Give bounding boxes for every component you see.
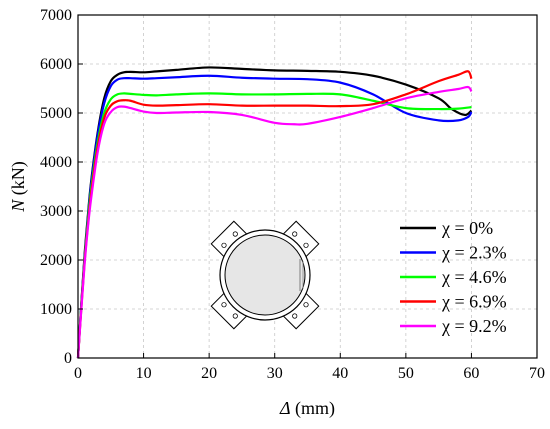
y-axis-label-symbol: N	[8, 199, 28, 213]
legend-label: χ = 0%	[441, 218, 493, 238]
x-tick-label: 50	[398, 365, 414, 382]
legend-entry: χ = 4.6%	[400, 267, 507, 287]
y-tick-label: 5000	[40, 105, 72, 122]
y-tick-label: 6000	[40, 56, 72, 73]
y-axis-label: N (kN)	[8, 161, 29, 213]
plot-frame	[77, 14, 538, 359]
x-axis-ticks: 0 10 20 30 40 50 60 70	[74, 353, 545, 382]
x-tick-label: 20	[201, 365, 217, 382]
legend-label: χ = 2.3%	[441, 243, 507, 263]
legend: χ = 0% χ = 2.3% χ = 4.6% χ = 6.9% χ = 9.…	[400, 218, 507, 336]
y-tick-label: 1000	[40, 301, 72, 318]
x-axis-label: Δ (mm)	[279, 398, 335, 419]
y-tick-label: 7000	[40, 7, 72, 24]
x-tick-label: 60	[463, 365, 479, 382]
legend-label: χ = 4.6%	[441, 267, 507, 287]
y-tick-label: 2000	[40, 252, 72, 269]
x-axis-label-symbol: Δ	[279, 398, 291, 418]
x-tick-label: 70	[529, 365, 545, 382]
y-axis-label-unit: (kN)	[8, 161, 29, 200]
series-lines	[76, 66, 473, 359]
legend-label: χ = 6.9%	[441, 292, 507, 312]
y-axis-ticks: 0 1000 2000 3000 4000 5000 6000 7000	[40, 7, 83, 367]
y-tick-label: 3000	[40, 203, 72, 220]
x-axis-label-unit: (mm)	[291, 398, 336, 419]
legend-entry: χ = 2.3%	[400, 243, 507, 263]
series-line-4	[76, 85, 473, 359]
concrete-core	[224, 234, 306, 316]
y-tick-label: 4000	[40, 154, 72, 171]
x-tick-label: 10	[136, 365, 152, 382]
x-tick-label: 30	[267, 365, 283, 382]
legend-label: χ = 9.2%	[441, 316, 507, 336]
x-tick-label: 0	[74, 365, 82, 382]
y-tick-label: 0	[64, 350, 72, 367]
cross-section-inset	[210, 220, 320, 330]
legend-entry: χ = 0%	[400, 218, 493, 238]
x-tick-label: 40	[332, 365, 348, 382]
legend-entry: χ = 9.2%	[400, 316, 507, 336]
legend-entry: χ = 6.9%	[400, 292, 507, 312]
